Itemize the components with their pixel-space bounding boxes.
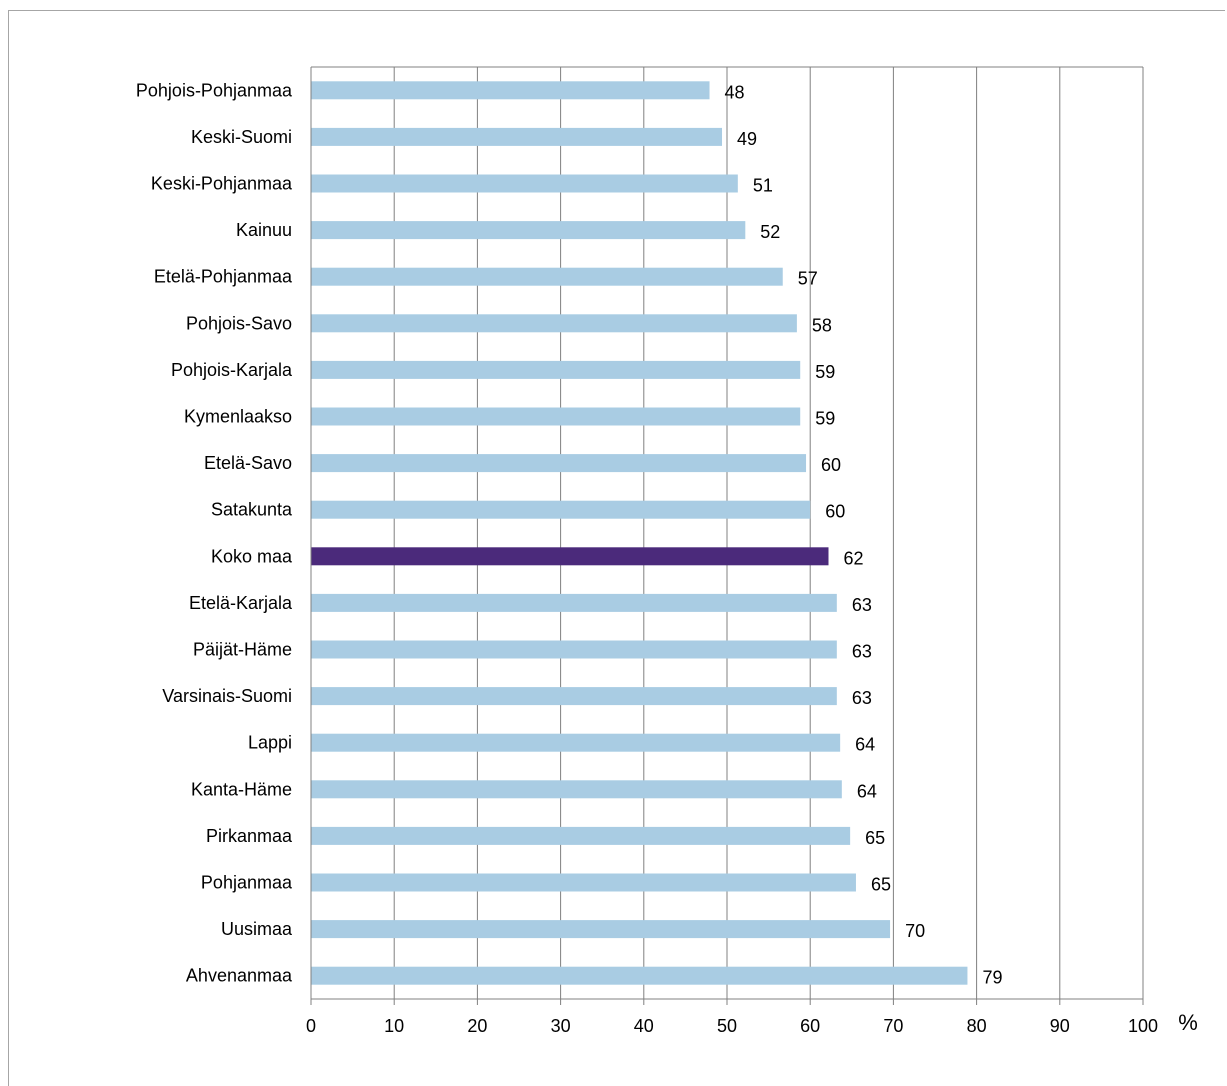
category-label: Etelä-Savo	[204, 453, 292, 473]
bar	[311, 267, 783, 286]
data-label: 60	[821, 455, 841, 475]
bar	[311, 920, 891, 939]
bar	[311, 81, 710, 100]
x-tick-label: 10	[384, 1016, 404, 1036]
data-label: 59	[815, 362, 835, 382]
category-label: Pirkanmaa	[206, 826, 293, 846]
label-layer: Pohjois-Pohjanmaa 48 Keski-Suomi 49 Keski-Po…	[136, 80, 1003, 987]
data-label: 79	[982, 968, 1002, 988]
data-label: 64	[857, 781, 877, 801]
data-label: 49	[737, 129, 757, 149]
data-label: 70	[905, 921, 925, 941]
data-label: 65	[865, 828, 885, 848]
bar	[311, 127, 723, 146]
data-label: 58	[812, 315, 832, 335]
bar	[311, 780, 842, 799]
data-label: 52	[760, 222, 780, 242]
chart-frame	[8, 10, 1225, 1086]
bar-layer	[311, 81, 968, 985]
bar	[311, 733, 841, 752]
data-label: 51	[753, 176, 773, 196]
x-tick-label: 50	[717, 1016, 737, 1036]
category-label: Pohjois-Savo	[186, 313, 292, 333]
category-label: Keski-Pohjanmaa	[151, 174, 293, 194]
bar	[311, 221, 746, 240]
bar	[311, 873, 856, 892]
x-tick-label: 60	[800, 1016, 820, 1036]
category-label: Kainuu	[236, 220, 292, 240]
bar	[311, 360, 801, 379]
bar	[311, 174, 738, 193]
category-label: Pohjanmaa	[201, 873, 293, 893]
x-tick-label: 30	[551, 1016, 571, 1036]
bar	[311, 593, 837, 612]
category-label: Kymenlaakso	[184, 407, 292, 427]
category-label: Pohjois-Karjala	[171, 360, 293, 380]
x-tick-label: 100	[1128, 1016, 1158, 1036]
bar	[311, 500, 811, 519]
data-label: 64	[855, 735, 875, 755]
category-label: Satakunta	[211, 500, 293, 520]
bar	[311, 966, 968, 985]
axis-layer: 0 10 20 30 40 50 60 70 80 90 100	[306, 67, 1158, 1036]
category-label: Keski-Suomi	[191, 127, 292, 147]
x-tick-label: 90	[1050, 1016, 1070, 1036]
data-label: 48	[725, 82, 745, 102]
bar	[311, 640, 837, 659]
data-label: 60	[825, 502, 845, 522]
category-label: Lappi	[248, 733, 292, 753]
category-label: Ahvenanmaa	[186, 966, 293, 986]
bar	[311, 454, 807, 473]
bar	[311, 826, 851, 845]
data-label: 65	[871, 875, 891, 895]
x-axis-unit-label: %	[1178, 1010, 1198, 1035]
category-label: Kanta-Häme	[191, 779, 292, 799]
category-label: Varsinais-Suomi	[162, 686, 292, 706]
category-label: Päijät-Häme	[193, 640, 292, 660]
bar	[311, 314, 797, 333]
data-label: 57	[798, 269, 818, 289]
x-tick-label: 80	[967, 1016, 987, 1036]
bar	[311, 687, 837, 706]
data-label: 63	[852, 642, 872, 662]
category-label: Etelä-Pohjanmaa	[154, 267, 293, 287]
data-label: 59	[815, 409, 835, 429]
bar-highlight	[311, 547, 829, 566]
category-label: Pohjois-Pohjanmaa	[136, 80, 293, 100]
x-tick-label: 20	[467, 1016, 487, 1036]
grid-layer	[311, 66, 1144, 999]
category-label: Koko maa	[211, 546, 293, 566]
bar	[311, 407, 801, 426]
data-label: 63	[852, 595, 872, 615]
x-tick-label: 0	[306, 1016, 316, 1036]
category-label: Uusimaa	[221, 919, 293, 939]
data-label: 62	[844, 548, 864, 568]
x-tick-label: 40	[634, 1016, 654, 1036]
category-label: Etelä-Karjala	[189, 593, 293, 613]
data-label: 63	[852, 688, 872, 708]
x-tick-label: 70	[883, 1016, 903, 1036]
